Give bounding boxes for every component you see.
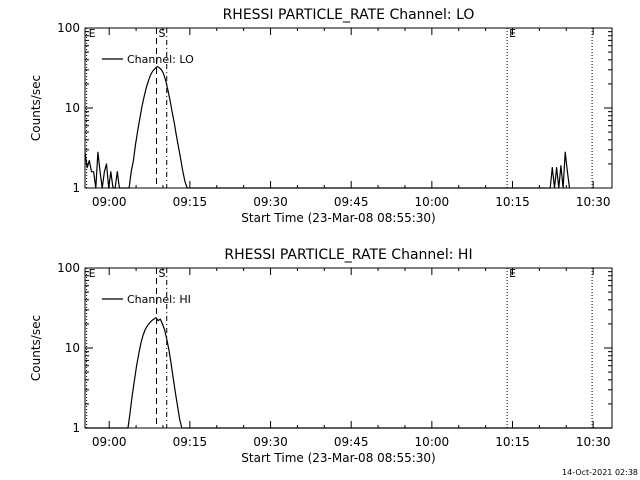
x-tick-label: 09:15 xyxy=(173,195,208,209)
event-line-label: E xyxy=(89,267,96,280)
event-line-label: S xyxy=(159,27,166,40)
x-tick-label: 09:30 xyxy=(253,195,288,209)
x-tick-label: 10:00 xyxy=(415,435,450,449)
y-tick-label: 10 xyxy=(65,101,80,115)
event-line-label: S xyxy=(159,267,166,280)
series-line xyxy=(84,65,571,189)
plot-frame xyxy=(84,267,613,429)
x-tick-label: 09:00 xyxy=(92,435,127,449)
x-tick-label: 09:15 xyxy=(173,435,208,449)
y-axis-label: Counts/sec xyxy=(29,75,43,141)
x-tick-label: 10:30 xyxy=(576,195,611,209)
x-tick-label: 10:15 xyxy=(495,195,530,209)
x-tick-label: 09:45 xyxy=(334,435,369,449)
x-axis-label: Start Time (23-Mar-08 08:55:30) xyxy=(241,451,435,465)
footer-timestamp: 14-Oct-2021 02:38 xyxy=(562,468,638,477)
x-tick-label: 10:15 xyxy=(495,435,530,449)
x-tick-label: 10:30 xyxy=(576,435,611,449)
chart-panel-hi: RHESSI PARTICLE_RATE Channel: HI 09:00 09:… xyxy=(29,247,613,465)
plot-frame xyxy=(84,27,613,189)
x-axis-label: Start Time (23-Mar-08 08:55:30) xyxy=(241,211,435,225)
legend-label: Channel: HI xyxy=(127,293,191,306)
y-tick-label: 100 xyxy=(57,261,80,275)
event-line-label: E xyxy=(89,27,96,40)
x-tick-label: 09:00 xyxy=(92,195,127,209)
x-tick-label: 09:45 xyxy=(334,195,369,209)
y-tick-label: 1 xyxy=(72,421,80,435)
series-line xyxy=(85,317,612,429)
chart-panel-lo: RHESSI PARTICLE_RATE Channel: LO 09:00 09:… xyxy=(29,7,613,225)
x-tick-label: 10:00 xyxy=(415,195,450,209)
legend-label: Channel: LO xyxy=(127,53,194,66)
event-line-label: E xyxy=(509,267,516,280)
y-tick-label: 1 xyxy=(72,181,80,195)
y-tick-label: 10 xyxy=(65,341,80,355)
event-line-label: E xyxy=(509,27,516,40)
chart-title: RHESSI PARTICLE_RATE Channel: LO xyxy=(223,7,475,23)
chart-title: RHESSI PARTICLE_RATE Channel: HI xyxy=(224,247,472,263)
y-tick-label: 100 xyxy=(57,21,80,35)
y-axis-label: Counts/sec xyxy=(29,315,43,381)
x-tick-label: 09:30 xyxy=(253,435,288,449)
